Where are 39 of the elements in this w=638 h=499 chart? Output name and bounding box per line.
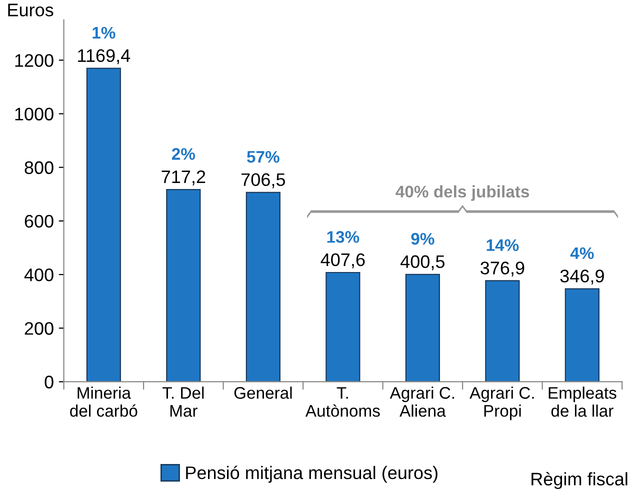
data-label: 706,5 bbox=[242, 173, 286, 188]
bar bbox=[326, 272, 360, 382]
y-tick-label: 600 bbox=[24, 214, 54, 228]
y-tick-label: 400 bbox=[24, 268, 54, 282]
y-tick-label: 1200 bbox=[15, 54, 54, 67]
bar bbox=[485, 280, 520, 382]
data-label: 346,9 bbox=[560, 270, 604, 285]
bar bbox=[86, 68, 121, 382]
data-label: 717,2 bbox=[162, 170, 206, 186]
y-tick-label: 200 bbox=[24, 322, 54, 335]
legend-label: Pensió mitjana mensual (euros) bbox=[186, 466, 438, 483]
bar bbox=[246, 192, 280, 382]
x-tick-label: Agrari C. Aliena bbox=[390, 386, 454, 417]
x-axis-title: Règim fiscal bbox=[532, 472, 628, 490]
annotation: 14% bbox=[486, 239, 519, 252]
y-axis-title: Euros bbox=[8, 4, 54, 16]
annotation: 13% bbox=[327, 231, 360, 243]
y-tick-label: 0 bbox=[44, 376, 54, 388]
y-tick-label: 1000 bbox=[15, 108, 54, 120]
bar bbox=[166, 188, 201, 382]
y-tick-label: 800 bbox=[24, 161, 54, 174]
data-label: 376,9 bbox=[480, 262, 524, 277]
data-label: 407,6 bbox=[320, 253, 365, 268]
bar bbox=[405, 274, 440, 382]
annotation: 57% bbox=[247, 150, 280, 163]
x-tick-label: T. Del Mar bbox=[162, 386, 204, 417]
x-tick-label: T. Autònoms bbox=[305, 387, 380, 417]
annotation: 1% bbox=[92, 26, 116, 39]
annotation: 2% bbox=[172, 148, 196, 160]
annotation: 4% bbox=[570, 247, 594, 260]
annotation: 40% dels jubilats bbox=[396, 185, 530, 201]
x-tick-label: General bbox=[234, 386, 292, 399]
x-tick-label: Mineria del carbó bbox=[70, 386, 138, 417]
data-label: 1169,4 bbox=[78, 49, 130, 64]
x-tick-label: Empleats de la llar bbox=[548, 386, 616, 417]
bar bbox=[564, 288, 600, 382]
data-label: 400,5 bbox=[400, 255, 445, 270]
annotation: 9% bbox=[411, 232, 434, 245]
x-tick-label: Agrari C. Propi bbox=[470, 386, 534, 420]
